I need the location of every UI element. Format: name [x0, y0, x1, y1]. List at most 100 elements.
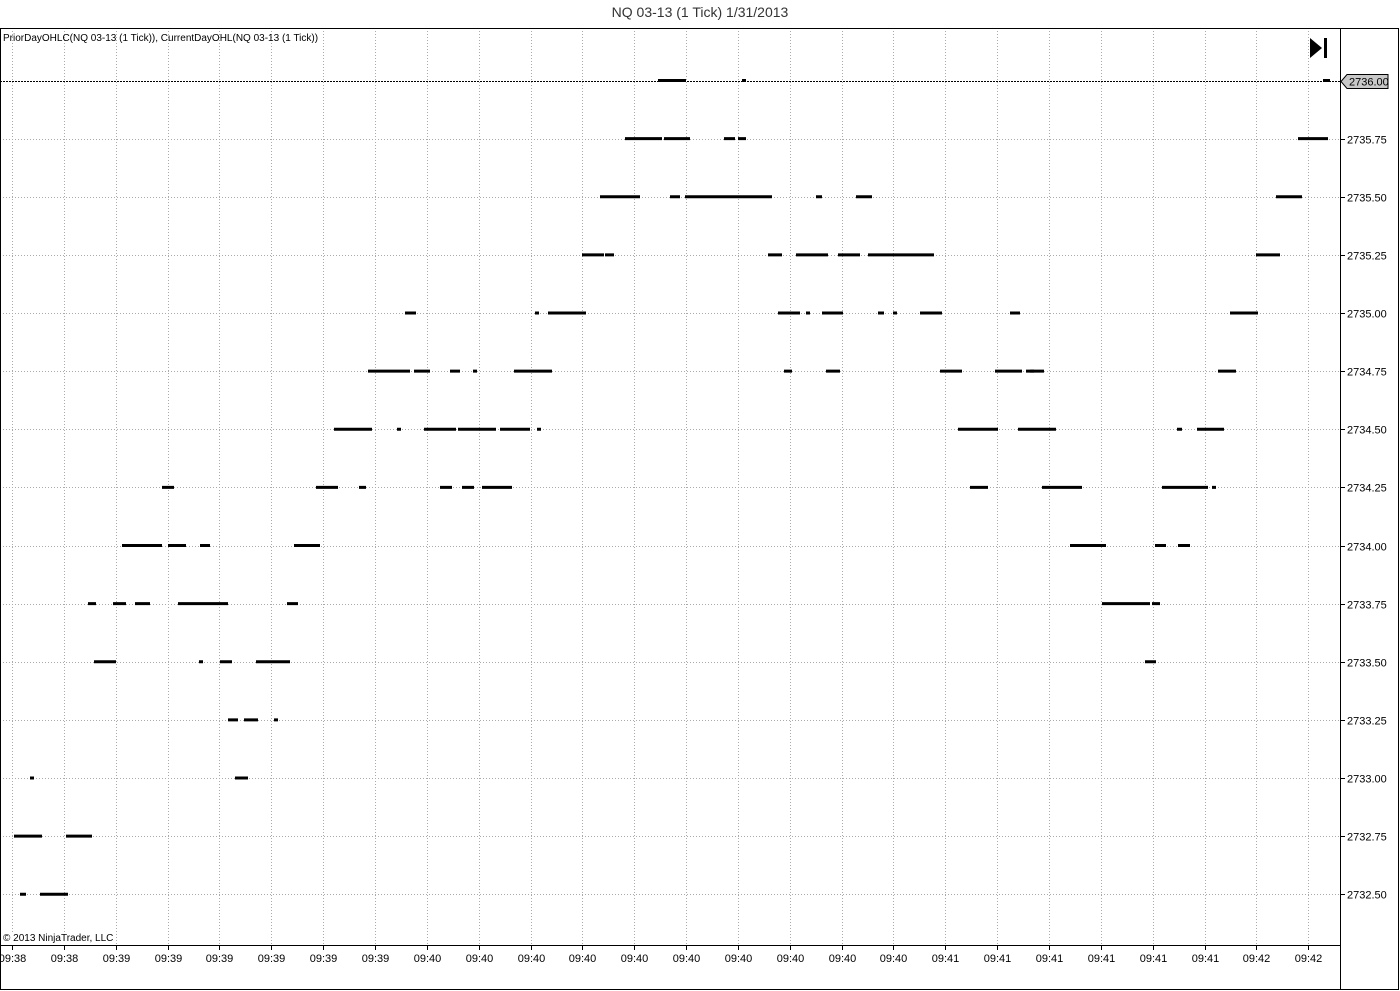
current-price-marker: 2736.00 — [1340, 74, 1389, 89]
tick-run-53 — [742, 79, 746, 82]
tick-run-57 — [796, 253, 828, 257]
tick-run-55 — [778, 311, 800, 315]
tick-run-23 — [316, 485, 338, 489]
x-tick-label: 09:41 — [1140, 953, 1168, 965]
tick-run-35 — [468, 427, 496, 431]
x-tick-label: 09:39 — [155, 953, 183, 965]
x-tick-label: 09:40 — [829, 953, 857, 965]
tick-run-56 — [784, 369, 792, 373]
tick-run-15 — [220, 660, 232, 664]
tick-run-39 — [514, 369, 552, 373]
tick-run-26 — [368, 369, 410, 373]
tick-run-31 — [440, 485, 452, 489]
tick-run-44 — [600, 195, 640, 199]
x-tick-label: 09:39 — [206, 953, 234, 965]
tick-run-33 — [458, 427, 468, 431]
tick-run-19 — [256, 660, 290, 664]
tick-run-72 — [1010, 311, 1020, 315]
x-tick-label: 09:40 — [673, 953, 701, 965]
tick-run-61 — [826, 369, 840, 373]
y-tick-label: 2735.25 — [1347, 251, 1387, 263]
tick-run-77 — [1042, 485, 1082, 489]
tick-run-27 — [397, 427, 401, 431]
indicator-label: PriorDayOHLC(NQ 03-13 (1 Tick)), Current… — [3, 33, 319, 44]
y-tick-label: 2735.75 — [1347, 135, 1387, 147]
tick-run-36 — [473, 369, 477, 373]
tick-run-42 — [548, 311, 586, 315]
tick-run-63 — [856, 195, 872, 199]
y-tick-label: 2733.75 — [1347, 600, 1387, 612]
tick-run-24 — [334, 427, 372, 431]
x-tick-label: 09:41 — [1036, 953, 1064, 965]
tick-run-29 — [414, 369, 430, 373]
tick-price-series — [14, 79, 1330, 896]
tick-run-30 — [424, 427, 456, 431]
copyright-notice: © 2013 NinjaTrader, LLC — [3, 933, 114, 944]
tick-run-32 — [450, 369, 460, 373]
tick-run-38 — [500, 427, 530, 431]
y-tick-label: 2732.75 — [1347, 832, 1387, 844]
tick-run-84 — [1178, 544, 1190, 547]
plot-background — [0, 28, 1340, 945]
current-price-label: 2736.00 — [1349, 77, 1389, 89]
tick-run-93 — [1323, 79, 1330, 82]
tick-run-90 — [1256, 253, 1280, 257]
tick-run-52 — [738, 137, 746, 141]
x-tick-label: 09:40 — [569, 953, 597, 965]
tick-run-10 — [162, 485, 174, 489]
x-tick-label: 09:40 — [621, 953, 649, 965]
tick-run-9 — [135, 602, 150, 606]
tick-run-68 — [940, 369, 962, 373]
tick-run-85 — [1177, 427, 1182, 431]
tick-run-60 — [822, 311, 843, 315]
tick-run-58 — [806, 311, 810, 315]
chart-frame — [0, 28, 1399, 990]
tick-run-46 — [625, 137, 662, 141]
tick-run-78 — [1070, 544, 1106, 547]
tick-run-37 — [482, 485, 512, 489]
y-axis: 2732.50 2732.75 2733.00 2733.25 2733.50 2733.… — [1340, 81, 1387, 902]
x-tick-label: 09:40 — [880, 953, 908, 965]
tick-run-12 — [178, 602, 228, 606]
tick-run-22 — [294, 544, 320, 547]
y-tick-label: 2734.25 — [1347, 483, 1387, 495]
tick-run-70 — [970, 485, 988, 489]
tick-run-5 — [88, 602, 96, 606]
tick-run-71 — [995, 369, 1022, 373]
x-tick-label: 09:40 — [725, 953, 753, 965]
tick-run-40 — [535, 311, 539, 315]
tick-run-43 — [582, 253, 604, 257]
tick-run-73 — [1018, 427, 1034, 431]
y-tick-label: 2735.50 — [1347, 193, 1387, 205]
y-tick-label: 2734.00 — [1347, 542, 1387, 554]
y-tick-label: 2734.50 — [1347, 425, 1387, 437]
x-tick-label: 09:40 — [466, 953, 494, 965]
tick-run-64 — [868, 253, 934, 257]
tick-run-16 — [228, 718, 238, 722]
y-tick-label: 2733.50 — [1347, 658, 1387, 670]
tick-run-20 — [274, 718, 278, 722]
tick-run-67 — [920, 311, 942, 315]
y-tick-label: 2735.00 — [1347, 309, 1387, 321]
tick-run-21 — [287, 602, 298, 606]
tick-run-1 — [20, 892, 26, 896]
tick-run-62 — [838, 253, 860, 257]
x-tick-label: 09:39 — [258, 953, 286, 965]
tick-run-8 — [122, 544, 162, 547]
tick-run-51 — [724, 137, 735, 141]
x-tick-label: 09:39 — [362, 953, 390, 965]
x-tick-label: 09:41 — [1192, 953, 1220, 965]
current-price-box — [1340, 74, 1389, 89]
x-tick-label: 09:38 — [0, 953, 26, 965]
tick-run-54 — [768, 253, 782, 257]
x-tick-label: 09:41 — [984, 953, 1012, 965]
skip-to-end-icon[interactable] — [1306, 36, 1332, 60]
y-tick-label: 2732.50 — [1347, 890, 1387, 902]
tick-run-59 — [816, 195, 822, 199]
tick-run-92 — [1298, 137, 1328, 141]
tick-run-41 — [537, 427, 541, 431]
tick-run-14 — [200, 544, 210, 547]
tick-run-18 — [244, 718, 258, 722]
x-tick-label: 09:40 — [518, 953, 546, 965]
